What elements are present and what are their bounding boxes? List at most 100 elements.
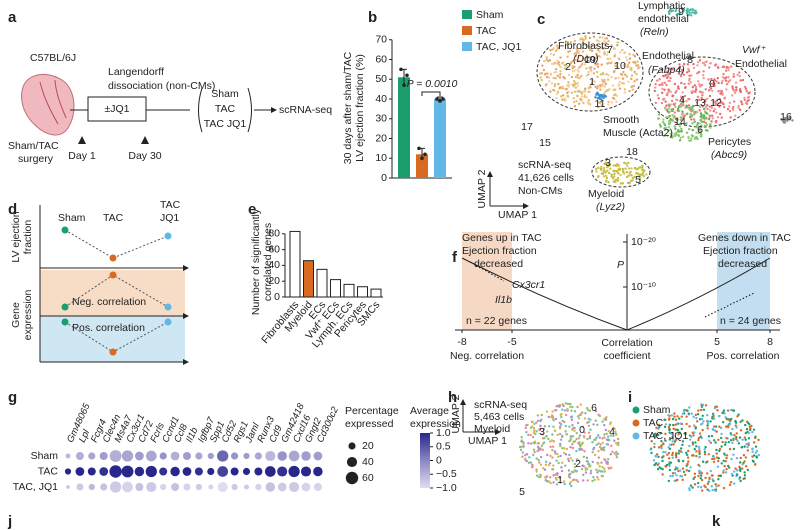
dot xyxy=(170,451,180,461)
cell-dot xyxy=(669,68,673,71)
cell-dot xyxy=(621,81,624,85)
cell-dot xyxy=(561,461,564,465)
cell-dot xyxy=(589,469,593,473)
cell-dot xyxy=(561,403,564,406)
cell-dot xyxy=(603,78,606,82)
cell-dot xyxy=(557,455,560,458)
cell-dot xyxy=(665,104,668,107)
cell-dot xyxy=(661,81,664,85)
day: Day 30 xyxy=(128,150,161,162)
cell-dot xyxy=(605,165,609,169)
cell-dot xyxy=(629,180,632,183)
cluster-id: 1 xyxy=(589,76,595,88)
dot xyxy=(135,451,144,461)
cell-dot xyxy=(699,470,702,473)
cell-dot xyxy=(692,104,695,108)
cell-dot xyxy=(701,91,705,94)
dot xyxy=(88,452,96,460)
cell-dot xyxy=(613,427,616,431)
bar xyxy=(289,230,301,298)
cell-dot xyxy=(706,424,709,427)
cell-dot xyxy=(529,442,533,445)
cell-dot xyxy=(668,464,671,468)
cell-dot xyxy=(671,456,674,459)
cell-dot xyxy=(568,453,571,457)
cell-dot xyxy=(706,472,709,475)
axis-label: LV ejection fraction (%) xyxy=(354,54,366,162)
cell-dot xyxy=(720,116,723,119)
cluster-label: Endothelial xyxy=(642,50,694,62)
cell-dot xyxy=(569,41,573,44)
cell-dot xyxy=(691,109,695,112)
cell-dot xyxy=(536,414,540,417)
cell-dot xyxy=(661,456,664,459)
cell-dot xyxy=(670,414,674,417)
cell-dot xyxy=(741,467,744,470)
cell-dot xyxy=(676,107,680,111)
cell-dot xyxy=(527,461,531,465)
cell-dot xyxy=(711,488,714,492)
cell-dot xyxy=(608,163,611,166)
cell-dot xyxy=(687,13,690,17)
cell-dot xyxy=(641,173,644,176)
tick-label: 5 xyxy=(714,336,720,348)
cell-dot xyxy=(642,169,646,172)
cell-dot xyxy=(714,102,717,106)
cell-dot xyxy=(753,463,757,466)
cell-dot xyxy=(575,47,578,51)
cell-dot xyxy=(739,479,742,483)
cell-dot xyxy=(598,86,602,89)
cell-dot xyxy=(627,161,630,165)
cell-dot xyxy=(610,75,613,79)
cell-dot xyxy=(677,87,681,90)
cell-dot xyxy=(635,78,639,81)
cell-dot xyxy=(535,421,538,424)
cell-dot xyxy=(718,97,721,101)
cell-dot xyxy=(667,10,671,14)
cell-dot xyxy=(682,62,686,66)
cell-dot xyxy=(716,459,720,463)
cell-dot xyxy=(653,89,657,93)
cell-dot xyxy=(752,454,756,457)
data-point xyxy=(402,83,406,87)
cell-dot xyxy=(568,482,572,486)
cell-dot xyxy=(723,443,727,447)
cell-dot xyxy=(592,423,595,426)
cell-dot xyxy=(587,102,591,106)
cell-dot xyxy=(605,432,608,436)
cell-dot xyxy=(722,103,725,106)
cell-dot xyxy=(735,473,739,476)
cell-dot xyxy=(645,173,648,176)
axis-label: P xyxy=(617,259,624,271)
cell-dot xyxy=(587,99,590,102)
dot xyxy=(208,484,214,490)
cell-dot xyxy=(564,430,567,433)
cell-dot xyxy=(691,85,695,89)
cell-dot xyxy=(757,453,761,457)
panel-label: k xyxy=(712,513,721,530)
y-tick-label: 0 xyxy=(274,291,280,303)
cell-dot xyxy=(578,59,582,62)
dot xyxy=(146,481,157,493)
cell-dot xyxy=(703,63,706,67)
cell-dot xyxy=(690,134,694,137)
cell-dot xyxy=(586,437,589,441)
cell-dot xyxy=(663,134,666,138)
cell-dot xyxy=(734,467,737,470)
dot xyxy=(313,466,323,477)
cell-dot xyxy=(649,448,652,451)
cell-dot xyxy=(524,426,527,430)
cell-dot xyxy=(671,471,675,475)
background-layer xyxy=(40,7,794,493)
cell-dot xyxy=(605,53,609,57)
legend-title: expression xyxy=(410,418,461,430)
cell-dot xyxy=(719,426,723,430)
cell-dot xyxy=(676,467,679,470)
cell-dot xyxy=(668,428,671,431)
panel-label: d xyxy=(8,201,17,218)
cell-dot xyxy=(518,445,522,449)
panel-label: i xyxy=(628,389,632,406)
day-marker xyxy=(78,136,149,144)
cell-dot xyxy=(598,465,601,468)
